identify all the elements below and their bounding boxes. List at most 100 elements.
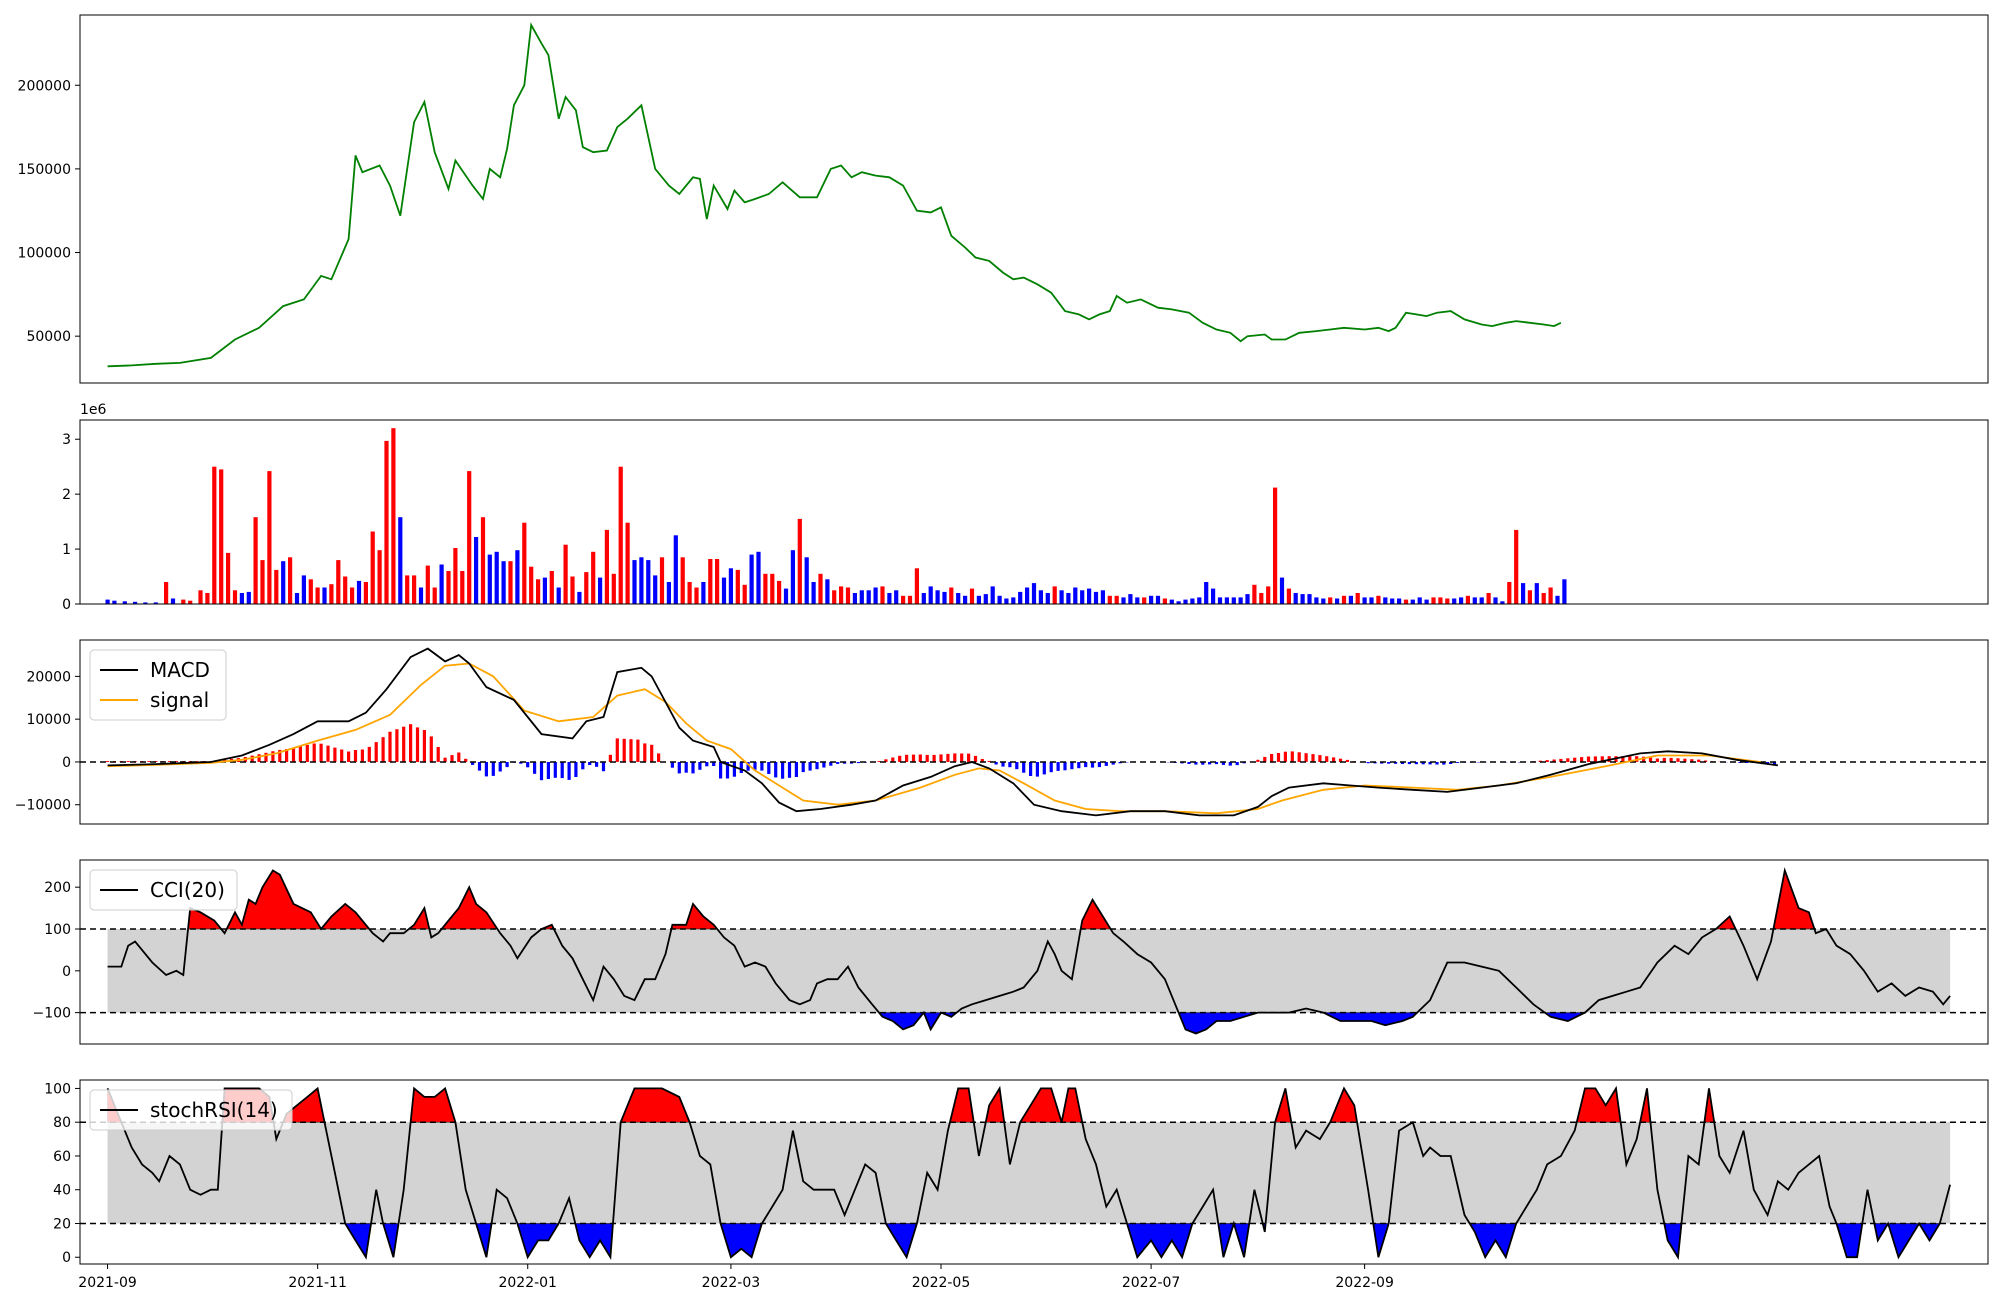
macd-histogram-bar: [1690, 759, 1694, 762]
macd-histogram-bar: [719, 762, 723, 779]
volume-bar: [1493, 597, 1498, 604]
macd-histogram-bar: [1015, 762, 1019, 770]
macd-line: [107, 647, 1779, 817]
volume-bar: [494, 551, 499, 604]
volume-bar: [797, 518, 802, 604]
macd-histogram-bar: [1208, 762, 1212, 765]
volume-bar: [1479, 597, 1484, 604]
macd-histogram-bar: [822, 762, 826, 768]
volume-bar: [1011, 597, 1016, 604]
volume-bar: [928, 586, 933, 604]
volume-bar: [412, 575, 417, 604]
macd-histogram-bar: [781, 762, 785, 779]
volume-bar: [673, 535, 678, 604]
macd-histogram-bar: [353, 750, 358, 762]
volume-bar: [598, 577, 603, 604]
macd-histogram-bar: [422, 730, 426, 762]
volume-bar: [432, 587, 437, 604]
volume-ytick-label: 3: [62, 432, 71, 448]
volume-bar: [1197, 597, 1202, 604]
macd-histogram-bar: [657, 753, 661, 762]
macd-histogram-bar: [774, 762, 778, 778]
macd-histogram-bar: [987, 760, 991, 762]
volume-bar: [1100, 590, 1105, 604]
macd-histogram-bar: [1290, 751, 1294, 762]
volume-bar: [880, 586, 885, 604]
volume-bar: [260, 560, 265, 604]
volume-bar: [522, 522, 527, 604]
volume-bar: [694, 587, 699, 604]
macd-histogram-bar: [1662, 757, 1666, 762]
cci-ytick-label: 0: [62, 964, 71, 980]
volume-bar: [105, 599, 110, 604]
volume-bar: [983, 594, 988, 604]
volume-bar: [901, 595, 906, 604]
volume-bar: [735, 569, 740, 604]
volume-bar: [1362, 597, 1367, 604]
macd-histogram-bar: [815, 762, 819, 770]
macd-histogram-bar: [195, 761, 199, 762]
volume-bar: [425, 565, 430, 604]
volume-bar: [604, 529, 609, 604]
macd-histogram-bar: [264, 752, 268, 762]
volume-bar: [1231, 597, 1236, 604]
volume-bar: [232, 590, 238, 604]
volume-bar: [377, 550, 382, 604]
macd-histogram-bar: [174, 761, 178, 762]
macd-histogram-bar: [567, 762, 571, 780]
volume-bar: [618, 466, 623, 604]
macd-histogram-bar: [1449, 762, 1453, 764]
macd-histogram-bar: [615, 738, 619, 762]
cci-plot-area: [80, 867, 1988, 1035]
volume-bar: [570, 576, 575, 604]
macd-histogram-bar: [1008, 762, 1012, 768]
macd-histogram-bar: [1697, 759, 1701, 762]
macd-histogram-bar: [415, 727, 420, 762]
cci-ytick-label: 100: [44, 922, 71, 938]
volume-bar: [153, 602, 158, 604]
volume-bar: [556, 587, 561, 604]
volume-bar: [219, 469, 224, 604]
volume-bar: [804, 557, 809, 604]
volume-bar: [666, 582, 671, 604]
volume-bar: [1155, 595, 1161, 604]
volume-bar: [1390, 598, 1395, 604]
stochrsi-ytick-label: 80: [53, 1115, 71, 1131]
volume-bar: [356, 580, 362, 604]
volume-bar: [859, 590, 864, 604]
macd-histogram-bar: [960, 753, 964, 762]
volume-bar: [1211, 588, 1216, 604]
macd-histogram-bar: [1325, 756, 1329, 762]
macd-histogram-bar: [946, 753, 950, 762]
volume-bar: [343, 576, 348, 604]
panel-stochrsi: 0 20 40 60 80 100 stochRSI(14): [44, 1079, 1989, 1266]
macd-histogram-bar: [1022, 762, 1026, 773]
macd-histogram-bar: [167, 761, 172, 762]
volume-bar: [508, 561, 513, 604]
macd-legend-label: MACD: [150, 658, 210, 682]
volume-bar: [1486, 593, 1491, 604]
volume-bar: [1114, 595, 1119, 604]
volume-bar: [990, 586, 995, 604]
volume-bar: [467, 471, 472, 604]
macd-histogram-bar: [505, 762, 509, 768]
volume-bar: [267, 471, 272, 604]
volume-bar: [763, 573, 768, 604]
macd-histogram-bar: [1214, 762, 1219, 765]
volume-bar: [1314, 597, 1319, 604]
volume-bar: [1052, 586, 1057, 604]
panels: 5000010000015000020000001231e6−100000100…: [15, 14, 1989, 1266]
macd-histogram-bar: [1201, 762, 1205, 765]
volume-ytick-label: 2: [62, 487, 71, 503]
macd-histogram-bar: [1084, 762, 1088, 768]
volume-bar: [1431, 597, 1436, 604]
volume-bar: [825, 579, 830, 604]
macd-histogram-bar: [1545, 760, 1549, 762]
volume-bar: [1204, 582, 1209, 604]
volume-bar: [112, 600, 117, 604]
volume-bar: [1169, 599, 1174, 604]
macd-histogram-bar: [1387, 762, 1391, 764]
volume-bar: [1142, 597, 1147, 604]
stochrsi-ytick-label: 100: [44, 1081, 71, 1097]
volume-bar: [969, 588, 975, 604]
